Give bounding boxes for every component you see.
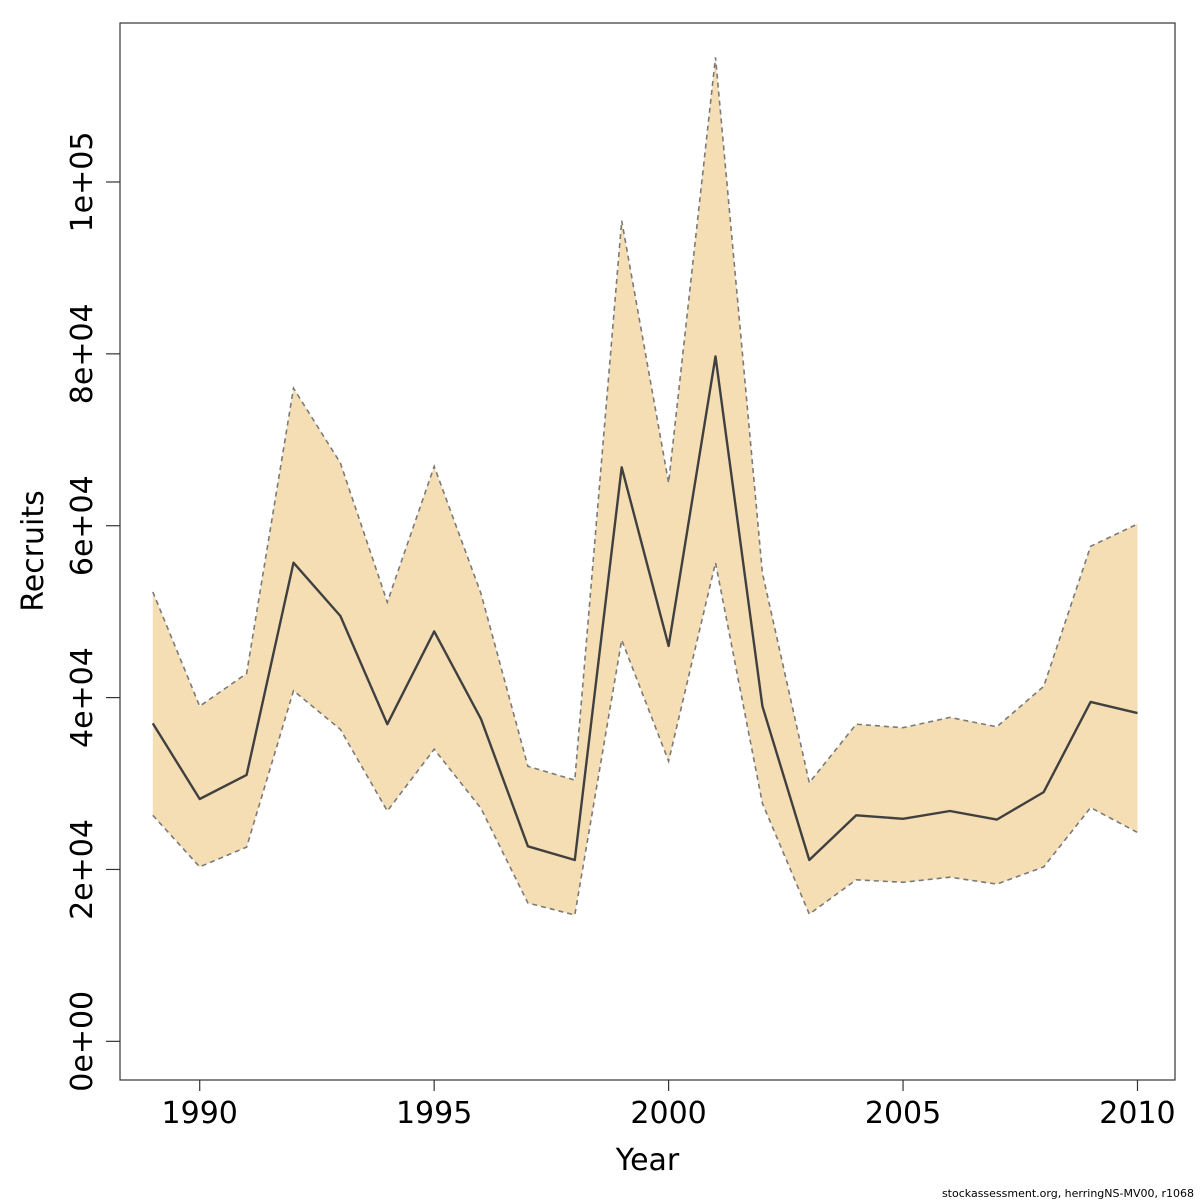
y-tick-label: 1e+05 <box>65 132 100 233</box>
x-tick-label: 1990 <box>162 1096 238 1131</box>
y-tick-label: 6e+04 <box>65 475 100 576</box>
y-axis-title: Recruits <box>16 490 51 612</box>
x-axis-title: Year <box>615 1143 680 1178</box>
x-axis: 1990 1995 2000 2005 2010 <box>162 1080 1176 1131</box>
y-axis: 0e+00 2e+04 4e+04 6e+04 8e+04 1e+05 <box>65 132 120 1092</box>
x-tick-label: 1995 <box>396 1096 472 1131</box>
y-tick-label: 0e+00 <box>65 991 100 1092</box>
footer-note: stockassessment.org, herringNS-MV00, r10… <box>942 1187 1194 1200</box>
x-tick-label: 2000 <box>630 1096 706 1131</box>
plot-area <box>151 57 1138 916</box>
confidence-band <box>152 57 1138 915</box>
x-tick-label: 2010 <box>1099 1096 1175 1131</box>
y-tick-label: 4e+04 <box>65 647 100 748</box>
estimate-line <box>151 355 1138 862</box>
y-tick-label: 8e+04 <box>65 303 100 404</box>
x-tick-label: 2005 <box>865 1096 941 1131</box>
y-tick-label: 2e+04 <box>65 819 100 920</box>
plot-frame <box>119 22 1176 1081</box>
lower-bound-line <box>152 562 1138 916</box>
upper-bound-line <box>152 57 1138 785</box>
